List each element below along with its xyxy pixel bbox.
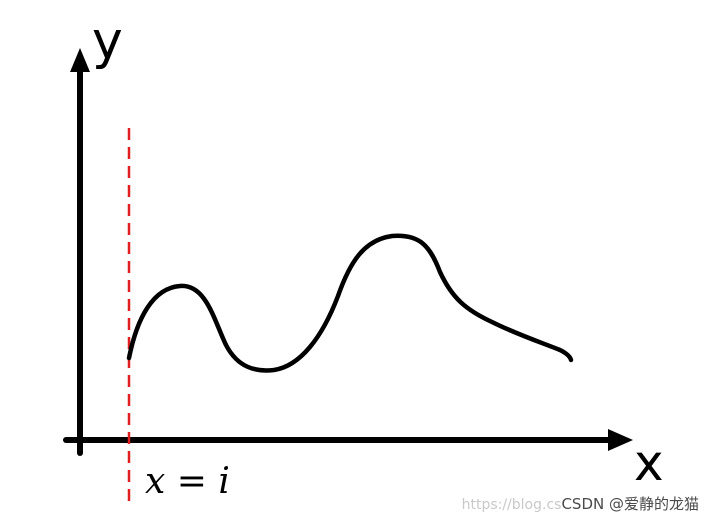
marker-label: x = i bbox=[145, 461, 230, 502]
function-curve bbox=[126, 233, 574, 373]
y-axis-label: y bbox=[92, 11, 123, 71]
x-axis-arrowhead bbox=[608, 429, 633, 451]
watermark-brand: CSDN @爱静的龙猫 bbox=[561, 495, 699, 513]
watermark-url: https://blog.cs bbox=[461, 497, 562, 513]
x-axis-label: x bbox=[634, 434, 664, 492]
watermark: https://blog.csCSDN @爱静的龙猫 bbox=[462, 493, 699, 514]
y-axis-arrowhead bbox=[70, 48, 90, 72]
